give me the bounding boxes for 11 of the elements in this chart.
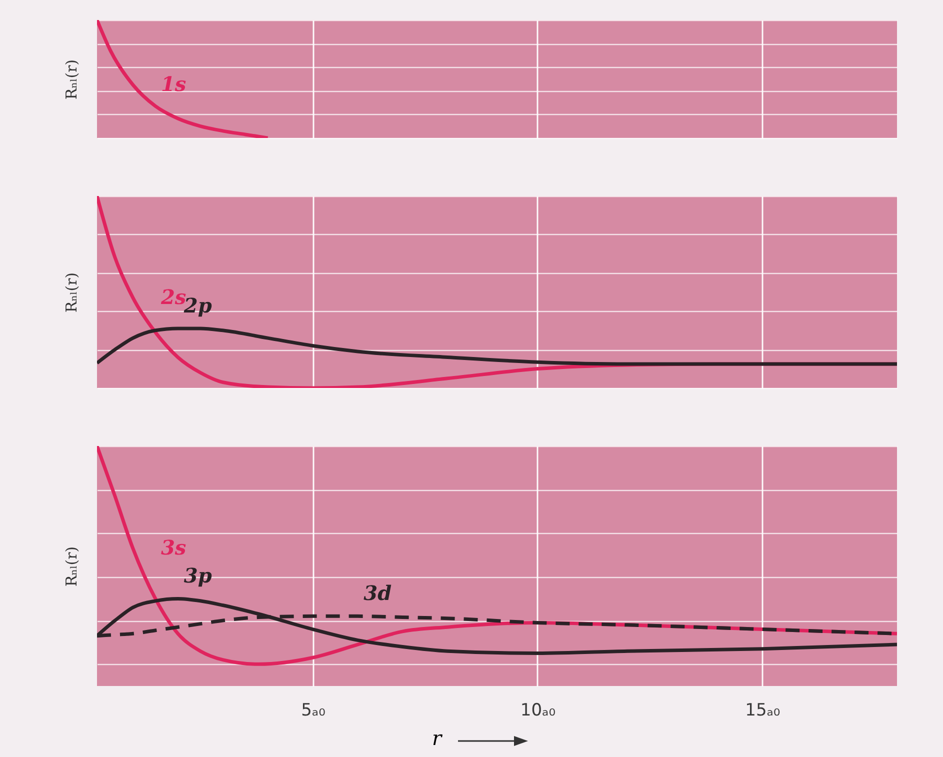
y-axis-title: Rₙₗ(r) bbox=[62, 272, 80, 313]
y-axis-title: Rₙₗ(r) bbox=[62, 59, 80, 100]
series-label: 3s bbox=[160, 536, 186, 560]
x-axis-title: r bbox=[432, 726, 442, 750]
x-tick-label: 5ₐ₀ bbox=[301, 700, 326, 720]
x-tick-label: 15ₐ₀ bbox=[745, 700, 780, 720]
x-tick-label: 10ₐ₀ bbox=[520, 700, 556, 720]
series-label: 3p bbox=[184, 564, 212, 588]
series-label: 1s bbox=[160, 72, 186, 96]
series-label: 3d bbox=[364, 581, 392, 606]
y-axis-title: Rₙₗ(r) bbox=[62, 546, 80, 587]
